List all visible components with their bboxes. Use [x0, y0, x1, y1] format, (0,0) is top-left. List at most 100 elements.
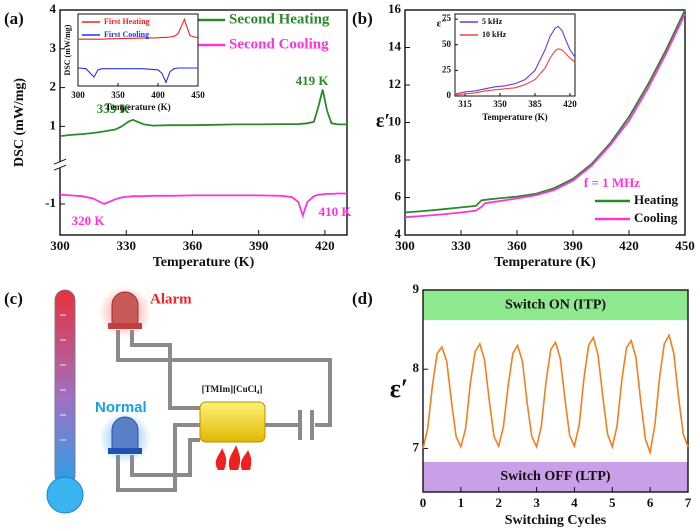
capacitor: [298, 410, 314, 440]
y-tick-label: 9: [413, 281, 420, 296]
series-line: [59, 89, 347, 137]
x-tick-label: 315: [458, 99, 472, 109]
y-axis-label: DSC (mW/mg): [63, 24, 72, 75]
crystal-component: [199, 401, 266, 443]
alarm-label: Alarm: [150, 291, 192, 307]
annotation: 410 K: [319, 204, 353, 219]
x-tick-label: 5: [609, 495, 616, 510]
series-line: [404, 9, 686, 214]
series-line: [78, 17, 199, 40]
axis-break-gap: [56, 162, 64, 169]
annotation: 333 K: [97, 101, 131, 116]
y-axis-label: ε′: [376, 110, 390, 132]
x-tick-label: 390: [249, 238, 269, 253]
y-tick-label: 25: [442, 64, 452, 74]
x-tick-label: 7: [685, 495, 692, 510]
y-tick-label: 4: [50, 1, 57, 16]
series-line: [77, 67, 198, 84]
y-tick-label: 16: [388, 1, 402, 16]
x-tick-label: 420: [315, 238, 335, 253]
annotation: 419 K: [296, 73, 330, 88]
chart: Switch ON (ITP) Switch OFF (LTP) 0 1 2 3 4 5 6 7 7…: [390, 281, 692, 528]
legend-label: Cooling: [634, 210, 678, 225]
plot-frame: [454, 13, 576, 97]
x-tick-label: 400: [151, 90, 165, 100]
x-tick-label: 2: [495, 495, 502, 510]
x-tick-label: 0: [420, 495, 427, 510]
x-axis-label: Temperature (K): [494, 255, 596, 270]
x-tick-label: 4: [571, 495, 578, 510]
plot-frame: [422, 289, 689, 493]
x-tick-label: 420: [619, 238, 639, 253]
legend-label: First Cooling: [104, 30, 149, 39]
y-tick-label: 0: [447, 90, 452, 100]
x-tick-label: 420: [563, 99, 577, 109]
annotation: f = 1 MHz: [584, 175, 640, 190]
x-tick-label: 3: [533, 495, 540, 510]
legend-label: Heating: [634, 192, 679, 207]
x-axis-label: Temperature (K): [482, 112, 547, 122]
wires: [116, 330, 332, 492]
normal-led: [111, 416, 139, 451]
chart: 300 330 360 390 420 -1 1 2 3 4 Second Heating Secon…: [12, 1, 352, 270]
y-tick-label: 6: [395, 188, 402, 203]
chart: 300 350 400 450 First Heating First Cooling Te…: [63, 13, 205, 112]
y-tick-label: 8: [413, 360, 420, 375]
x-tick-label: 300: [50, 238, 70, 253]
x-tick-label: 360: [507, 238, 527, 253]
y-tick-label: 1: [50, 117, 57, 132]
y-tick-label: 7: [413, 439, 420, 454]
x-tick-label: 450: [675, 238, 695, 253]
band-label: Switch OFF (LTP): [500, 469, 611, 484]
inset-background: [78, 14, 198, 86]
legend-label: Second Cooling: [229, 36, 329, 52]
x-tick-label: 300: [395, 238, 415, 253]
panel-label: (d): [352, 289, 373, 308]
series-line: [454, 48, 576, 96]
x-tick-label: 6: [647, 495, 654, 510]
x-axis-label: Temperature (K): [105, 102, 170, 112]
chart: 300 330 360 390 420 450 4 6 8 10 12 14 16 Heating Cool…: [376, 1, 695, 270]
series-line: [454, 25, 576, 95]
legend-label: First Heating: [104, 17, 150, 26]
x-tick-label: 350: [111, 90, 125, 100]
y-tick-label: -1: [45, 195, 56, 210]
x-tick-label: 1: [458, 495, 465, 510]
series-line: [404, 13, 686, 219]
plot-frame: [59, 9, 348, 236]
band-label: Switch ON (ITP): [505, 297, 606, 312]
y-tick-label: 10: [388, 113, 401, 128]
band: [423, 290, 688, 321]
legend-label: Second Heating: [229, 11, 330, 27]
thermometer-scale: [60, 314, 66, 441]
y-tick-label: 12: [388, 76, 401, 91]
x-tick-label: 450: [191, 90, 205, 100]
alarm-led: [111, 291, 139, 326]
x-tick-label: 330: [451, 238, 471, 253]
y-tick-label: 75: [442, 13, 452, 23]
flame: [215, 445, 252, 470]
x-axis-label: Switching Cycles: [505, 513, 607, 528]
x-tick-label: 300: [71, 90, 85, 100]
panel-label: (b): [352, 9, 373, 28]
axis-break: [53, 158, 67, 165]
normal-led-base: [108, 448, 142, 454]
y-tick-label: 50: [442, 39, 452, 49]
normal-label: Normal: [95, 399, 147, 416]
thermometer: [54, 289, 76, 486]
y-tick-label: 2: [50, 79, 57, 94]
y-tick-label: 8: [395, 151, 402, 166]
panel-label: (a): [4, 9, 24, 28]
y-tick-label: 3: [50, 40, 57, 55]
alarm-led-base: [108, 323, 142, 329]
x-axis-label: Temperature (K): [153, 255, 255, 270]
x-tick-label: 360: [183, 238, 203, 253]
band: [423, 461, 688, 492]
annotation: 320 K: [72, 213, 106, 228]
y-tick-label: 4: [395, 226, 402, 241]
x-tick-label: 390: [563, 238, 583, 253]
x-tick-label: 330: [116, 238, 136, 253]
circuit-diagram: Alarm Normal [TMIm][CuCl₄]: [46, 286, 332, 514]
component-label: [TMIm][CuCl₄]: [202, 384, 263, 394]
